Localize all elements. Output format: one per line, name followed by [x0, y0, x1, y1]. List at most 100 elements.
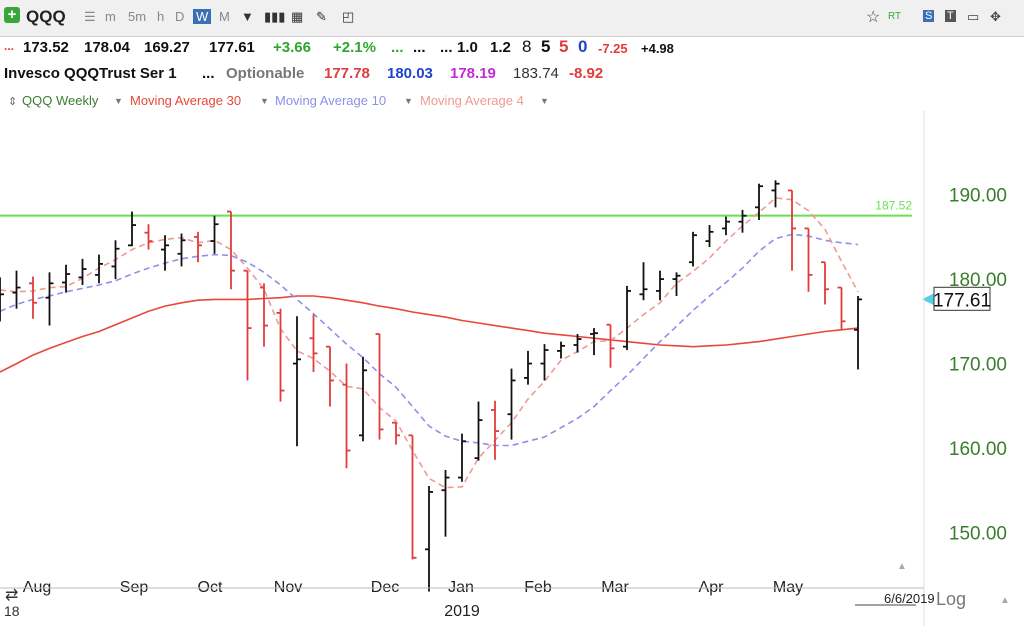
ohlc-bar — [392, 421, 400, 445]
hline-label: 187.52 — [875, 199, 912, 213]
log-scale-toggle[interactable]: Log — [936, 589, 966, 609]
info-dots: ... — [202, 65, 215, 82]
layout-icon[interactable]: ▭ — [967, 9, 980, 24]
instrument-name: Invesco QQQTrust Ser 1 — [4, 65, 177, 82]
interval-m-monthly[interactable]: M — [219, 9, 230, 24]
ohlc-bar — [837, 286, 846, 330]
info-price-5: -8.92 — [569, 65, 604, 82]
scroll-right-icon[interactable]: ▲ — [1000, 595, 1010, 606]
chevron-down-icon[interactable]: ▼ — [241, 9, 254, 24]
quote-change: +3.66 — [273, 39, 311, 56]
ohlc-bar — [111, 240, 120, 280]
ohlc-bar — [29, 276, 37, 319]
ohlc-bar — [458, 433, 466, 482]
legend-ma4[interactable]: Moving Average 4 — [420, 93, 524, 108]
plus-icon[interactable]: + — [4, 7, 20, 23]
symbol-label[interactable]: QQQ — [26, 7, 66, 26]
info-price-1: 177.78 — [324, 65, 370, 82]
ohlc-bar — [194, 231, 202, 263]
price-arrow-icon — [922, 293, 934, 306]
ohlc-bar — [144, 224, 153, 250]
ohlc-bar — [722, 216, 730, 236]
chevron-down-icon[interactable]: ▼ — [404, 96, 413, 106]
settings-icon[interactable]: S — [923, 10, 935, 22]
scroll-up-icon[interactable]: ▲ — [897, 561, 907, 572]
rt-icon[interactable]: RT — [888, 11, 902, 22]
interval-w[interactable]: W — [193, 9, 212, 24]
quote-count-5b: 5 — [559, 37, 569, 56]
quote-change-pct: +2.1% — [333, 39, 376, 56]
ohlc-bar — [524, 350, 532, 385]
indicator-legend: ⇕ QQQ Weekly ▼ Moving Average 30 ▼ Movin… — [0, 93, 1024, 111]
y-tick-label: 180.00 — [949, 270, 1007, 291]
text-icon[interactable]: T — [945, 10, 956, 22]
quote-dots-4: ... — [440, 39, 453, 56]
bars-icon[interactable]: ▮▮▮ — [264, 9, 286, 24]
date-label: 6/6/2019 — [884, 591, 935, 606]
ohlc-bar — [227, 210, 235, 290]
optionable-label: Optionable — [226, 65, 305, 82]
ohlc-bar — [62, 264, 70, 293]
ohlc-bar — [771, 180, 780, 208]
quote-high: 178.04 — [84, 39, 130, 56]
left-partial-label: 18 — [4, 603, 20, 619]
ohlc-bar — [623, 285, 631, 351]
ohlc-bar — [557, 341, 565, 359]
quote-close: 177.61 — [209, 39, 255, 56]
ohlc-bar — [12, 270, 21, 309]
legend-main[interactable]: QQQ Weekly — [22, 93, 99, 108]
ohlc-bar — [276, 308, 285, 402]
ohlc-bar — [821, 261, 829, 305]
ohlc-bar — [408, 434, 417, 560]
ohlc-bar — [639, 262, 648, 301]
ohlc-bar — [441, 469, 450, 537]
interval-d[interactable]: D — [175, 9, 185, 24]
ohlc-bar — [738, 209, 747, 233]
ohlc-bar — [342, 363, 351, 469]
chevron-down-icon[interactable]: ▼ — [114, 96, 123, 106]
chevron-down-icon[interactable]: ▼ — [540, 96, 549, 106]
interval-5m[interactable]: 5m — [128, 9, 147, 24]
y-tick-label: 170.00 — [949, 355, 1007, 376]
y-tick-label: 150.00 — [949, 523, 1007, 544]
ohlc-bar — [45, 272, 54, 326]
chevron-down-icon[interactable]: ▼ — [260, 96, 269, 106]
pencil-icon[interactable]: ✎ — [316, 9, 327, 24]
toolbar: + QQQ ☰ m 5m h D W M ▼ ▮▮▮ ▦ ✎ ◰ ☆ RT S … — [0, 0, 1024, 37]
last-price-box — [933, 286, 991, 311]
ohlc-bar — [590, 328, 598, 356]
quote-count-0: 0 — [578, 37, 588, 56]
info-price-4: 183.74 — [513, 65, 559, 82]
ohlc-bar — [606, 323, 615, 368]
ohlc-bar — [260, 283, 268, 347]
grid-icon[interactable]: ▦ — [291, 9, 304, 24]
legend-ma30[interactable]: Moving Average 30 — [130, 93, 242, 108]
ohlc-bar — [672, 272, 681, 296]
ohlc-bar — [755, 183, 763, 220]
ohlc-bar — [309, 314, 318, 372]
refresh-icon[interactable]: ⇄ — [5, 587, 18, 604]
star-icon[interactable]: ☆ — [866, 9, 881, 26]
legend-ma10[interactable]: Moving Average 10 — [275, 93, 387, 108]
last-price-label: 177.61 — [933, 290, 991, 311]
ohlc-bar — [161, 235, 169, 271]
quote-dots: ... — [4, 39, 15, 53]
interval-h[interactable]: h — [157, 9, 165, 24]
sort-icon[interactable]: ⇕ — [8, 96, 18, 108]
ohlc-bar — [656, 270, 664, 301]
quote-count-5a: 5 — [541, 37, 551, 56]
interval-m[interactable]: m — [105, 9, 116, 24]
ohlc-bar — [177, 233, 186, 267]
move-icon[interactable]: ✥ — [990, 9, 1001, 24]
quote-open: 173.52 — [23, 39, 69, 56]
ohlc-bar — [0, 277, 4, 322]
info-price-3: 178.19 — [450, 65, 496, 82]
ma4-line — [0, 197, 859, 489]
list-icon[interactable]: ☰ — [84, 9, 96, 24]
ohlc-bar — [474, 401, 483, 461]
note-icon[interactable]: ◰ — [342, 9, 355, 24]
ohlc-bar — [854, 296, 862, 370]
quote-count-8: 8 — [522, 37, 532, 56]
ohlc-bar — [210, 215, 219, 254]
